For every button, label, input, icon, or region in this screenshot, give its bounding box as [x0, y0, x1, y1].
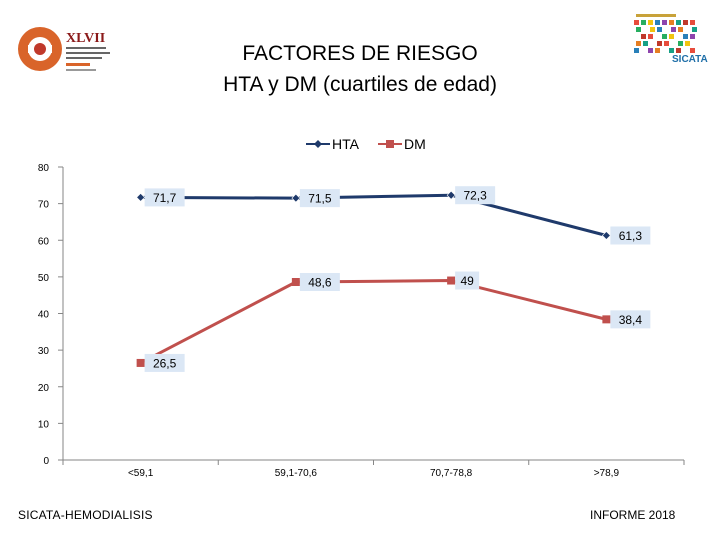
mosaic-tile — [671, 27, 676, 32]
footer-report: INFORME 2018 — [590, 508, 676, 522]
mosaic-tile — [685, 41, 690, 46]
data-point — [136, 358, 145, 367]
mosaic-tile — [636, 41, 641, 46]
data-point — [446, 190, 456, 200]
x-tick-label: 70,7-78,8 — [430, 468, 473, 479]
y-tick-label: 60 — [38, 236, 50, 247]
data-point — [291, 193, 301, 203]
mosaic-tile — [669, 34, 674, 39]
mosaic-tile — [692, 27, 697, 32]
legend-marker — [386, 140, 394, 148]
congress-logo-icon: XLVII — [18, 27, 110, 71]
title-line-2: HTA y DM (cuartiles de edad) — [223, 73, 497, 96]
mosaic-tile — [634, 48, 639, 53]
data-label: 48,6 — [308, 276, 332, 290]
congress-logo-text: XLVII — [66, 31, 105, 46]
mosaic-tile — [657, 41, 662, 46]
legend-marker — [314, 140, 322, 148]
mosaic-tile — [678, 41, 683, 46]
y-tick-label: 40 — [38, 310, 50, 321]
data-label-box — [299, 189, 340, 208]
chart-axes: 0 10 20 30 40 50 60 70 80 <59,1 59,1-70,6 70,7-78,8… — [38, 163, 685, 479]
data-label-box — [610, 310, 651, 329]
x-tick-label: <59,1 — [128, 468, 154, 479]
mosaic-tile — [641, 20, 646, 25]
data-point — [447, 276, 456, 285]
mosaic-tile — [683, 20, 688, 25]
data-label-box — [144, 353, 185, 372]
mosaic-tile — [669, 20, 674, 25]
chart-legend: HTA DM — [306, 136, 426, 152]
mosaic-tile — [662, 20, 667, 25]
series-line-hta — [140, 193, 607, 237]
mosaic-tile — [678, 27, 683, 32]
mosaic-tile — [664, 41, 669, 46]
y-tick-label: 30 — [38, 346, 50, 357]
data-label: 49 — [460, 274, 474, 288]
mosaic-tile — [655, 20, 660, 25]
mosaic-tile — [648, 20, 653, 25]
mosaic-tile — [690, 48, 695, 53]
x-tick-label: 59,1-70,6 — [275, 468, 318, 479]
mosaic-tile — [650, 27, 655, 32]
mosaic-tile — [634, 20, 639, 25]
mosaic-tile — [662, 34, 667, 39]
data-point — [291, 278, 300, 287]
legend-label: HTA — [332, 136, 360, 152]
mosaic-tile — [643, 41, 648, 46]
mosaic-tile — [655, 48, 660, 53]
mosaic-tile — [636, 27, 641, 32]
chart-data-labels: 71,7 71,5 72,3 61,3 26,5 48,6 49 38,4 — [144, 186, 651, 372]
data-label: 71,5 — [308, 192, 332, 206]
mosaic-tile — [690, 34, 695, 39]
sicata-logo-icon: SICATA — [634, 14, 708, 65]
mosaic-tile — [676, 20, 681, 25]
x-tick-label: >78,9 — [594, 468, 620, 479]
title-line-1: FACTORES DE RIESGO — [242, 42, 478, 65]
page-title: FACTORES DE RIESGO HTA y DM (cuartiles d… — [150, 38, 570, 100]
mosaic-tile — [648, 34, 653, 39]
data-point — [136, 192, 146, 202]
data-label: 26,5 — [153, 356, 177, 370]
mosaic-tile — [690, 20, 695, 25]
data-label-box — [455, 186, 496, 205]
y-tick-label: 20 — [38, 383, 50, 394]
footer-source: SICATA-HEMODIALISIS — [18, 508, 153, 522]
data-label: 38,4 — [619, 313, 643, 327]
y-tick-label: 70 — [38, 200, 50, 211]
data-label: 72,3 — [463, 189, 487, 203]
data-point — [601, 231, 611, 240]
mosaic-tile — [648, 48, 653, 53]
data-point — [602, 315, 611, 324]
mosaic-tile — [641, 34, 646, 39]
y-tick-label: 50 — [38, 273, 50, 284]
data-label: 71,7 — [153, 191, 177, 205]
data-label: 61,3 — [619, 229, 643, 243]
y-tick-label: 80 — [38, 163, 50, 174]
chart-series — [136, 190, 611, 367]
y-tick-label: 10 — [38, 419, 50, 430]
mosaic-tile — [669, 48, 674, 53]
mosaic-tile — [683, 34, 688, 39]
data-label-box — [455, 271, 480, 290]
mosaic-tile — [657, 27, 662, 32]
data-label-box — [610, 226, 651, 245]
data-label-box — [144, 188, 185, 207]
sicata-logo-text: SICATA — [672, 54, 708, 65]
legend-label: DM — [404, 136, 426, 152]
data-label-box — [299, 273, 340, 292]
y-tick-label: 0 — [43, 456, 49, 467]
mosaic-tile — [676, 48, 681, 53]
series-line-dm — [139, 279, 607, 365]
